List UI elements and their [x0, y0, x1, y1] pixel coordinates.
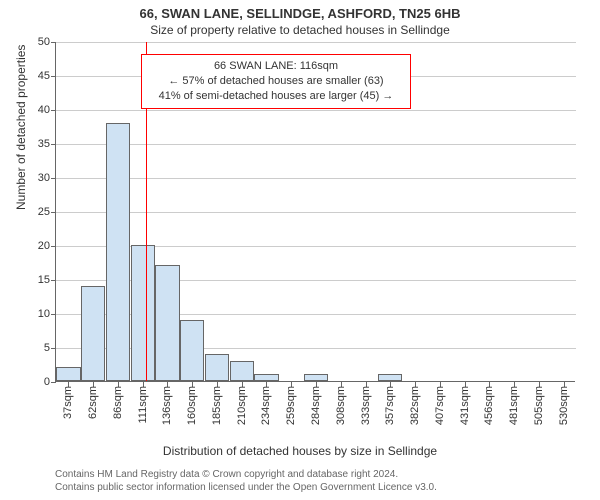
y-tick: [51, 348, 56, 349]
x-tick-label: 111sqm: [137, 386, 149, 424]
y-tick: [51, 110, 56, 111]
histogram-bar: [131, 245, 155, 381]
page-subtitle: Size of property relative to detached ho…: [0, 23, 600, 37]
x-tick-label: 308sqm: [335, 386, 347, 425]
y-tick-label: 10: [22, 308, 50, 320]
x-tick-label: 333sqm: [360, 386, 372, 425]
y-tick: [51, 314, 56, 315]
y-tick-label: 5: [22, 342, 50, 354]
y-tick: [51, 212, 56, 213]
x-tick-label: 210sqm: [236, 386, 248, 425]
y-tick-label: 40: [22, 104, 50, 116]
page: 66, SWAN LANE, SELLINDGE, ASHFORD, TN25 …: [0, 0, 600, 500]
y-tick-label: 20: [22, 240, 50, 252]
y-tick-label: 50: [22, 36, 50, 48]
x-tick-label: 86sqm: [112, 386, 124, 419]
histogram-bar: [180, 320, 204, 381]
footer-attribution: Contains HM Land Registry data © Crown c…: [55, 468, 437, 494]
y-tick-label: 45: [22, 70, 50, 82]
histogram-bar: [81, 286, 105, 381]
x-tick-label: 481sqm: [508, 386, 520, 425]
gridline: [56, 144, 576, 145]
callout-line: 41% of semi-detached houses are larger (…: [146, 89, 406, 104]
histogram-bar: [205, 354, 229, 381]
x-tick-label: 431sqm: [459, 386, 471, 425]
x-tick-label: 530sqm: [558, 386, 570, 425]
footer-line: Contains HM Land Registry data © Crown c…: [55, 468, 437, 481]
x-tick-label: 136sqm: [161, 386, 173, 425]
callout-box: 66 SWAN LANE: 116sqm← 57% of detached ho…: [141, 54, 411, 109]
x-axis-label: Distribution of detached houses by size …: [0, 444, 600, 458]
histogram-bar: [56, 367, 80, 381]
gridline: [56, 178, 576, 179]
y-tick-label: 15: [22, 274, 50, 286]
gridline: [56, 42, 576, 43]
y-tick-label: 35: [22, 138, 50, 150]
page-title: 66, SWAN LANE, SELLINDGE, ASHFORD, TN25 …: [0, 6, 600, 21]
histogram-bar: [304, 374, 328, 381]
footer-line: Contains public sector information licen…: [55, 481, 437, 494]
histogram-bar: [254, 374, 278, 381]
callout-line: 66 SWAN LANE: 116sqm: [146, 59, 406, 74]
x-tick-label: 37sqm: [62, 386, 74, 419]
y-tick: [51, 144, 56, 145]
x-tick-label: 185sqm: [211, 386, 223, 425]
x-tick-label: 357sqm: [384, 386, 396, 425]
x-tick-label: 259sqm: [285, 386, 297, 425]
histogram-bar: [378, 374, 402, 381]
x-tick-label: 382sqm: [409, 386, 421, 425]
gridline: [56, 110, 576, 111]
x-tick-label: 407sqm: [434, 386, 446, 425]
y-tick: [51, 246, 56, 247]
histogram-chart: 0510152025303540455037sqm62sqm86sqm111sq…: [55, 42, 575, 410]
y-tick: [51, 42, 56, 43]
x-tick-label: 234sqm: [260, 386, 272, 425]
y-tick: [51, 382, 56, 383]
x-tick-label: 505sqm: [533, 386, 545, 425]
x-tick-label: 284sqm: [310, 386, 322, 425]
x-tick-label: 456sqm: [483, 386, 495, 425]
y-tick: [51, 178, 56, 179]
y-tick: [51, 76, 56, 77]
callout-line: ← 57% of detached houses are smaller (63…: [146, 74, 406, 89]
histogram-bar: [155, 265, 179, 381]
x-tick-label: 62sqm: [87, 386, 99, 419]
y-tick: [51, 280, 56, 281]
y-tick-label: 25: [22, 206, 50, 218]
y-tick-label: 30: [22, 172, 50, 184]
gridline: [56, 212, 576, 213]
histogram-bar: [230, 361, 254, 381]
y-tick-label: 0: [22, 376, 50, 388]
plot-area: 0510152025303540455037sqm62sqm86sqm111sq…: [55, 42, 575, 382]
x-tick-label: 160sqm: [186, 386, 198, 425]
histogram-bar: [106, 123, 130, 381]
